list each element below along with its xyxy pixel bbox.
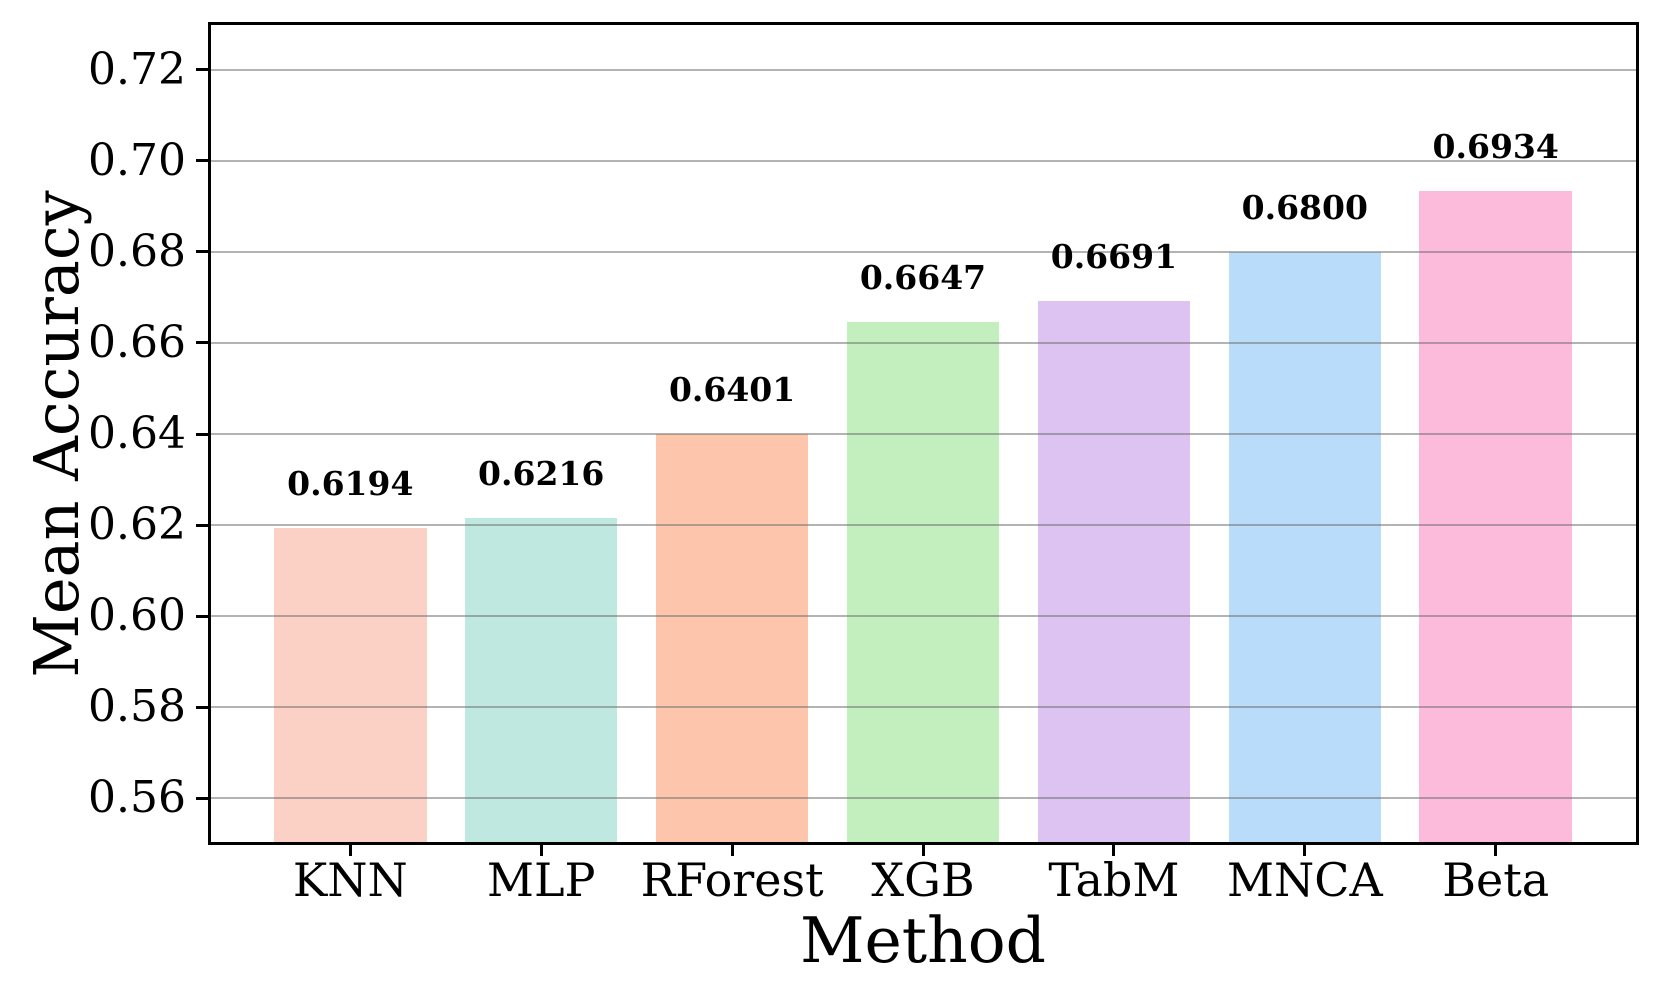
x-tick-label-knn: KNN <box>292 853 408 907</box>
y-tick-label: 0.60 <box>88 590 186 642</box>
x-tick-mark <box>539 844 543 856</box>
bar-mnca <box>1228 251 1382 844</box>
bar-beta <box>1419 190 1573 844</box>
x-tick-mark <box>1303 844 1307 856</box>
y-tick-mark <box>196 614 209 618</box>
gridline <box>209 68 1637 71</box>
gridline <box>209 615 1637 618</box>
gridline <box>209 524 1637 527</box>
gridline <box>209 433 1637 435</box>
value-label-mnca: 0.6800 <box>1241 187 1368 227</box>
x-tick-label-beta: Beta <box>1442 853 1550 907</box>
y-tick-mark <box>196 705 209 709</box>
x-tick-mark <box>348 844 352 856</box>
bar-rforest <box>655 433 809 844</box>
x-tick-mark <box>730 844 734 856</box>
gridline <box>209 341 1637 344</box>
value-label-xgb: 0.6647 <box>859 257 987 297</box>
x-tick-label-tabm: TabM <box>1048 853 1180 907</box>
value-label-knn: 0.6194 <box>287 463 414 503</box>
y-tick-label: 0.58 <box>88 681 186 733</box>
bar-knn <box>273 527 427 844</box>
y-tick-label: 0.70 <box>88 134 186 186</box>
value-label-beta: 0.6934 <box>1432 126 1559 166</box>
y-tick-mark <box>196 68 209 72</box>
x-tick-label-mnca: MNCA <box>1226 853 1383 907</box>
y-tick-mark <box>196 159 209 163</box>
gridline <box>209 797 1637 800</box>
x-tick-label-xgb: XGB <box>871 853 975 907</box>
x-tick-label-rforest: RForest <box>640 853 824 907</box>
y-tick-label: 0.72 <box>88 43 186 95</box>
bar-mlp <box>464 517 618 844</box>
value-label-rforest: 0.6401 <box>668 369 796 409</box>
value-label-mlp: 0.6216 <box>478 453 605 493</box>
y-tick-label: 0.64 <box>88 408 186 459</box>
y-tick-mark <box>196 523 209 527</box>
y-tick-mark <box>196 250 209 254</box>
bar-xgb <box>846 321 1000 844</box>
y-tick-label: 0.66 <box>88 316 186 368</box>
y-tick-mark <box>196 341 209 345</box>
y-tick-mark <box>196 432 209 436</box>
x-axis-label: Method <box>800 904 1046 977</box>
x-tick-mark <box>1112 844 1116 856</box>
gridline <box>209 706 1637 709</box>
bar-tabm <box>1037 301 1191 844</box>
gridline <box>209 159 1637 162</box>
x-tick-label-mlp: MLP <box>486 853 596 907</box>
x-tick-mark <box>1494 844 1498 856</box>
gridline <box>209 250 1637 253</box>
y-tick-label: 0.62 <box>88 499 186 551</box>
y-tick-mark <box>196 796 209 800</box>
y-tick-label: 0.56 <box>88 772 186 824</box>
value-label-tabm: 0.6691 <box>1050 237 1178 277</box>
y-tick-label: 0.68 <box>88 225 186 277</box>
x-tick-mark <box>921 844 925 856</box>
